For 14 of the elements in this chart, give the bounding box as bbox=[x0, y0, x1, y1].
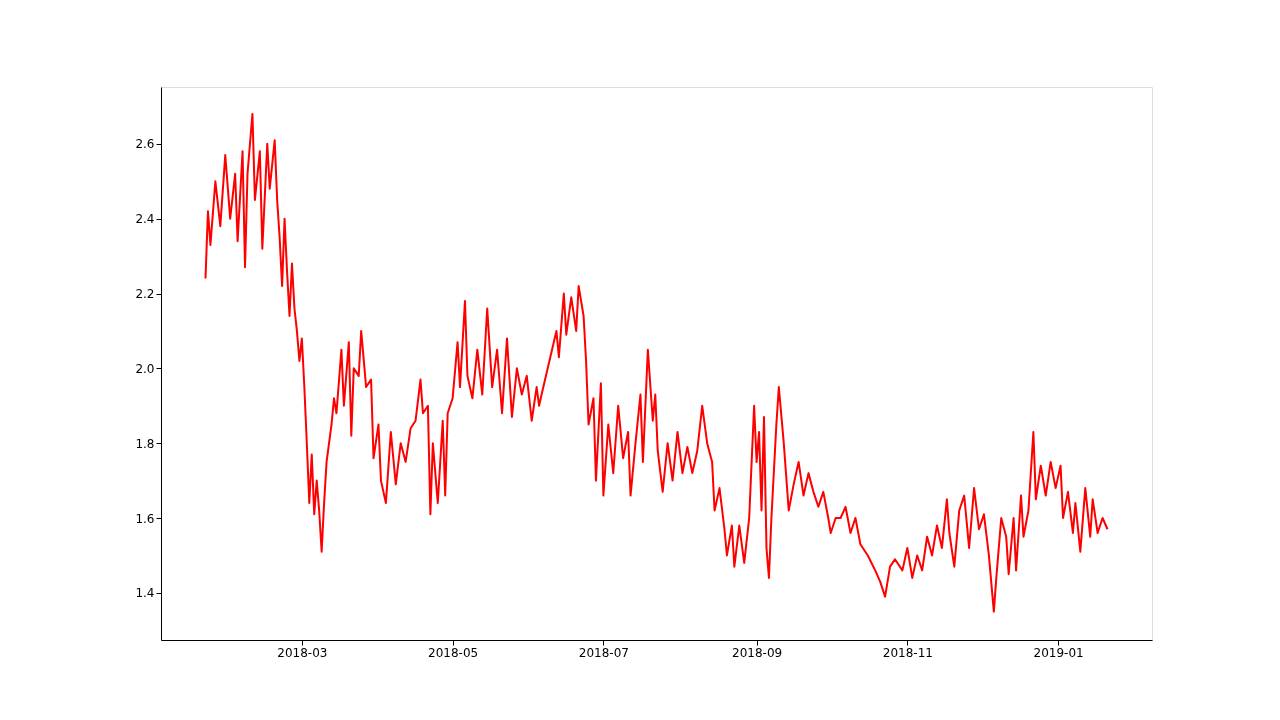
y-tick-label: 2.6 bbox=[135, 137, 155, 152]
x-tick-label: 2018-03 bbox=[277, 645, 328, 660]
x-tick-label: 2018-05 bbox=[428, 645, 479, 660]
y-tick-label: 1.6 bbox=[135, 511, 155, 526]
y-tick-label: 1.8 bbox=[135, 436, 155, 451]
x-tick-label: 2018-09 bbox=[732, 645, 783, 660]
y-tick-label: 2.0 bbox=[135, 361, 155, 376]
y-tick-label: 2.2 bbox=[135, 287, 155, 302]
y-tick-label: 2.4 bbox=[135, 212, 155, 227]
x-tick-label: 2019-01 bbox=[1033, 645, 1084, 660]
line-series bbox=[204, 112, 1109, 613]
x-tick-label: 2018-07 bbox=[578, 645, 629, 660]
y-tick-label: 1.4 bbox=[135, 586, 155, 601]
x-tick-label: 2018-11 bbox=[882, 645, 933, 660]
